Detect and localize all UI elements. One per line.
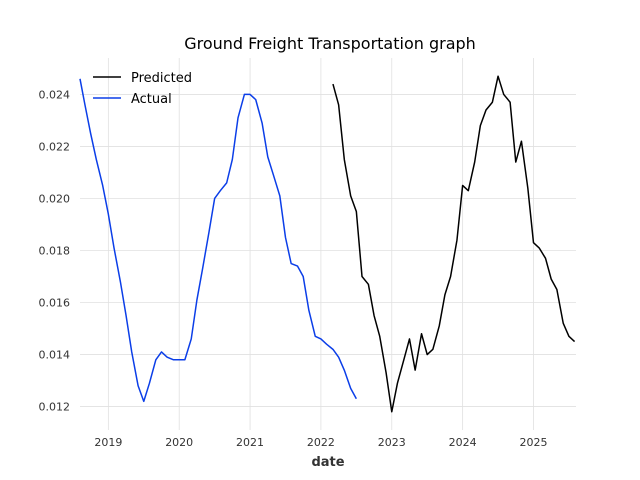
y-tick-label: 0.020 [39, 192, 71, 205]
x-tick-label: 2021 [236, 436, 264, 449]
legend-label: Actual [131, 92, 172, 107]
y-tick-label: 0.012 [39, 401, 71, 414]
series-line-actual [79, 78, 357, 403]
x-axis-label: date [311, 455, 344, 470]
x-tick-label: 2024 [449, 436, 477, 449]
x-tick-label: 2020 [165, 436, 193, 449]
axis-ticks: 2019 2020 2021 2022 2023 2024 2025 0.012 0.014 0.… [39, 88, 548, 449]
y-tick-label: 0.014 [39, 349, 71, 362]
x-tick-label: 2023 [378, 436, 406, 449]
y-tick-label: 0.024 [39, 88, 71, 101]
x-tick-label: 2022 [307, 436, 335, 449]
legend: Predicted Actual [93, 71, 192, 107]
grid [80, 58, 576, 430]
chart-title: Ground Freight Transportation graph [184, 34, 476, 53]
x-tick-label: 2019 [94, 436, 122, 449]
series-lines [79, 75, 576, 413]
y-tick-label: 0.016 [39, 297, 71, 310]
series-line-predicted [332, 75, 576, 413]
y-tick-label: 0.022 [39, 140, 71, 153]
y-tick-label: 0.018 [39, 245, 71, 258]
x-tick-label: 2025 [519, 436, 547, 449]
legend-label: Predicted [131, 71, 192, 86]
